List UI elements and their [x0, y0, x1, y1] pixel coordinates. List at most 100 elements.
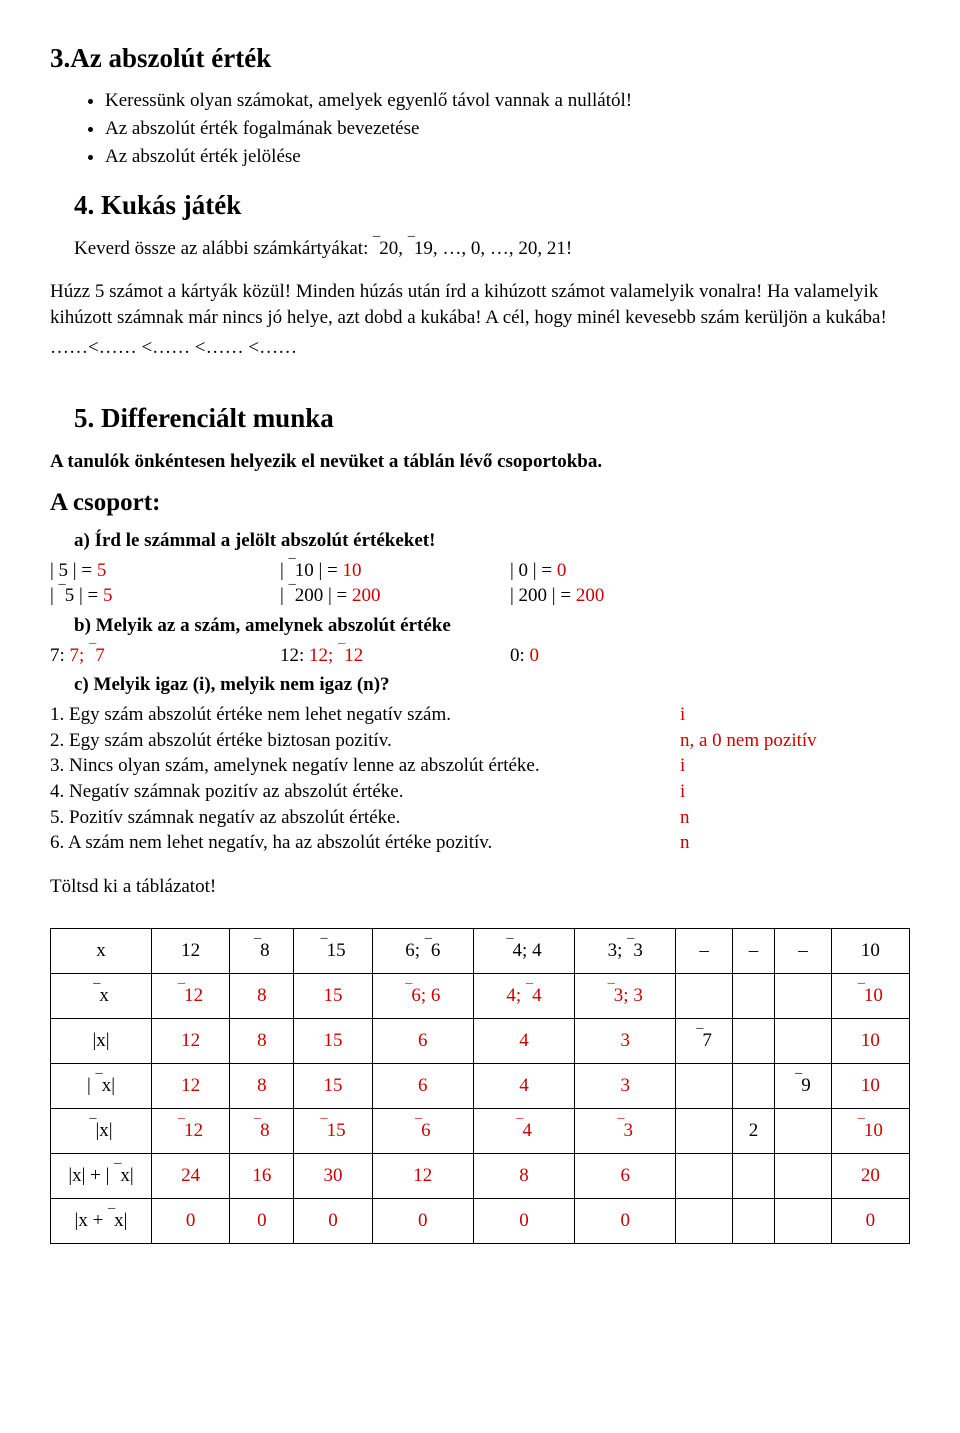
row-label: |x| — [51, 1018, 152, 1063]
table-cell — [775, 1108, 831, 1153]
table-cell: 12 — [152, 928, 230, 973]
table-cell: – — [732, 928, 774, 973]
table-cell — [775, 973, 831, 1018]
abs-cell: | 200 | = 200 — [280, 583, 510, 609]
fill-table-label: Töltsd ki a táblázatot! — [50, 874, 910, 900]
section4-title: 4. Kukás játék — [74, 187, 910, 223]
statement-answer: n, a 0 nem pozitív — [680, 728, 817, 754]
table-cell — [676, 1063, 732, 1108]
statement-text: 6. A szám nem lehet negatív, ha az abszo… — [50, 830, 680, 856]
table-cell: 4 — [473, 1108, 574, 1153]
intro-prefix: Keverd össze az alábbi számkártyákat: — [74, 238, 373, 259]
which-cell: 7: 7; 7 — [50, 643, 280, 669]
table-row: |x| + | x|241630128620 — [51, 1153, 910, 1198]
statement-answer: n — [680, 830, 690, 856]
table-cell — [676, 1153, 732, 1198]
abs-cell: | 5 | = 5 — [50, 558, 280, 584]
part-a-label: a) Írd le számmal a jelölt abszolút érté… — [74, 528, 910, 554]
table-cell: 10 — [831, 928, 909, 973]
table-cell: – — [676, 928, 732, 973]
table-row: x128156; 64; 43; 3–––10 — [51, 928, 910, 973]
table-cell: 10 — [831, 1063, 909, 1108]
table-cell: 8 — [230, 1018, 294, 1063]
table-cell: 8 — [230, 928, 294, 973]
table-cell: 0 — [294, 1198, 372, 1243]
table-cell: – — [775, 928, 831, 973]
abs-cell: | 0 | = 0 — [510, 558, 710, 584]
statement-answer: i — [680, 779, 685, 805]
table-cell: 4 — [473, 1018, 574, 1063]
row-label: | x| — [51, 1063, 152, 1108]
table-cell: 4 — [473, 1063, 574, 1108]
table-cell: 10 — [831, 1108, 909, 1153]
statement-row: 3. Nincs olyan szám, amelynek negatív le… — [50, 753, 910, 779]
row-label: |x| + | x| — [51, 1153, 152, 1198]
table-row: | x|12815643910 — [51, 1063, 910, 1108]
statements: 1. Egy szám abszolút értéke nem lehet ne… — [50, 702, 910, 856]
table-cell: 0 — [831, 1198, 909, 1243]
table-cell: 2 — [732, 1108, 774, 1153]
statement-row: 6. A szám nem lehet negatív, ha az abszo… — [50, 830, 910, 856]
statement-answer: i — [680, 753, 685, 779]
table-cell: 12 — [152, 1108, 230, 1153]
table-cell: 3 — [575, 1063, 676, 1108]
table-cell: 15 — [294, 973, 372, 1018]
bullet: Keressünk olyan számokat, amelyek egyenl… — [105, 88, 910, 114]
table-cell: 8 — [230, 1108, 294, 1153]
table-cell — [732, 1198, 774, 1243]
table-cell — [732, 1063, 774, 1108]
table-row: |x + x|0000000 — [51, 1198, 910, 1243]
table-cell: 4; 4 — [473, 928, 574, 973]
table-cell: 24 — [152, 1153, 230, 1198]
statement-row: 4. Negatív számnak pozitív az abszolút é… — [50, 779, 910, 805]
table-cell: 6; 6 — [372, 928, 473, 973]
section5-sub: A tanulók önkéntesen helyezik el nevüket… — [50, 449, 910, 475]
table-cell: 6 — [575, 1153, 676, 1198]
table-cell — [676, 1198, 732, 1243]
intro-cards: 20, 19, …, 0, …, 20, 21! — [373, 238, 572, 259]
part-b-rows: 7: 7; 712: 12; 120: 0 — [50, 643, 910, 669]
part-c-label: c) Melyik igaz (i), melyik nem igaz (n)? — [74, 672, 910, 698]
table-cell: 4; 4 — [473, 973, 574, 1018]
statement-text: 3. Nincs olyan szám, amelynek negatív le… — [50, 753, 680, 779]
table-cell — [775, 1198, 831, 1243]
section5-title: 5. Differenciált munka — [74, 400, 910, 436]
table-cell — [775, 1153, 831, 1198]
abs-cell: | 10 | = 10 — [280, 558, 510, 584]
statement-text: 1. Egy szám abszolút értéke nem lehet ne… — [50, 702, 680, 728]
table-cell: 10 — [831, 973, 909, 1018]
statement-row: 5. Pozitív számnak negatív az abszolút é… — [50, 805, 910, 831]
statement-row: 1. Egy szám abszolút értéke nem lehet ne… — [50, 702, 910, 728]
which-cell: 0: 0 — [510, 643, 660, 669]
table-row: |x|12815643710 — [51, 1018, 910, 1063]
bullet: Az abszolút érték jelölése — [105, 144, 910, 170]
table-cell: 9 — [775, 1063, 831, 1108]
table-cell: 3 — [575, 1018, 676, 1063]
table-cell: 0 — [152, 1198, 230, 1243]
part-a-rows: | 5 | = 5| 10 | = 10| 0 | = 0| 5 | = 5| … — [50, 558, 910, 609]
group-a-title: A csoport: — [50, 486, 910, 520]
which-row: 7: 7; 712: 12; 120: 0 — [50, 643, 910, 669]
table-cell — [732, 1153, 774, 1198]
table-cell — [676, 1108, 732, 1153]
table-cell: 7 — [676, 1018, 732, 1063]
table-cell — [775, 1018, 831, 1063]
table-cell: 6 — [372, 1063, 473, 1108]
table-cell: 6 — [372, 1108, 473, 1153]
table-cell: 12 — [372, 1153, 473, 1198]
statement-row: 2. Egy szám abszolút értéke biztosan poz… — [50, 728, 910, 754]
statement-text: 5. Pozitív számnak negatív az abszolút é… — [50, 805, 680, 831]
table-cell — [732, 973, 774, 1018]
table-cell: 15 — [294, 1108, 372, 1153]
row-label: |x| — [51, 1108, 152, 1153]
row-label: x — [51, 928, 152, 973]
table-cell — [676, 973, 732, 1018]
table-cell: 6; 6 — [372, 973, 473, 1018]
table-cell: 3; 3 — [575, 928, 676, 973]
table-cell: 0 — [230, 1198, 294, 1243]
table-cell: 15 — [294, 1018, 372, 1063]
table-cell: 12 — [152, 973, 230, 1018]
abs-cell: | 5 | = 5 — [50, 583, 280, 609]
abs-row: | 5 | = 5| 10 | = 10| 0 | = 0 — [50, 558, 910, 584]
table-cell: 0 — [473, 1198, 574, 1243]
